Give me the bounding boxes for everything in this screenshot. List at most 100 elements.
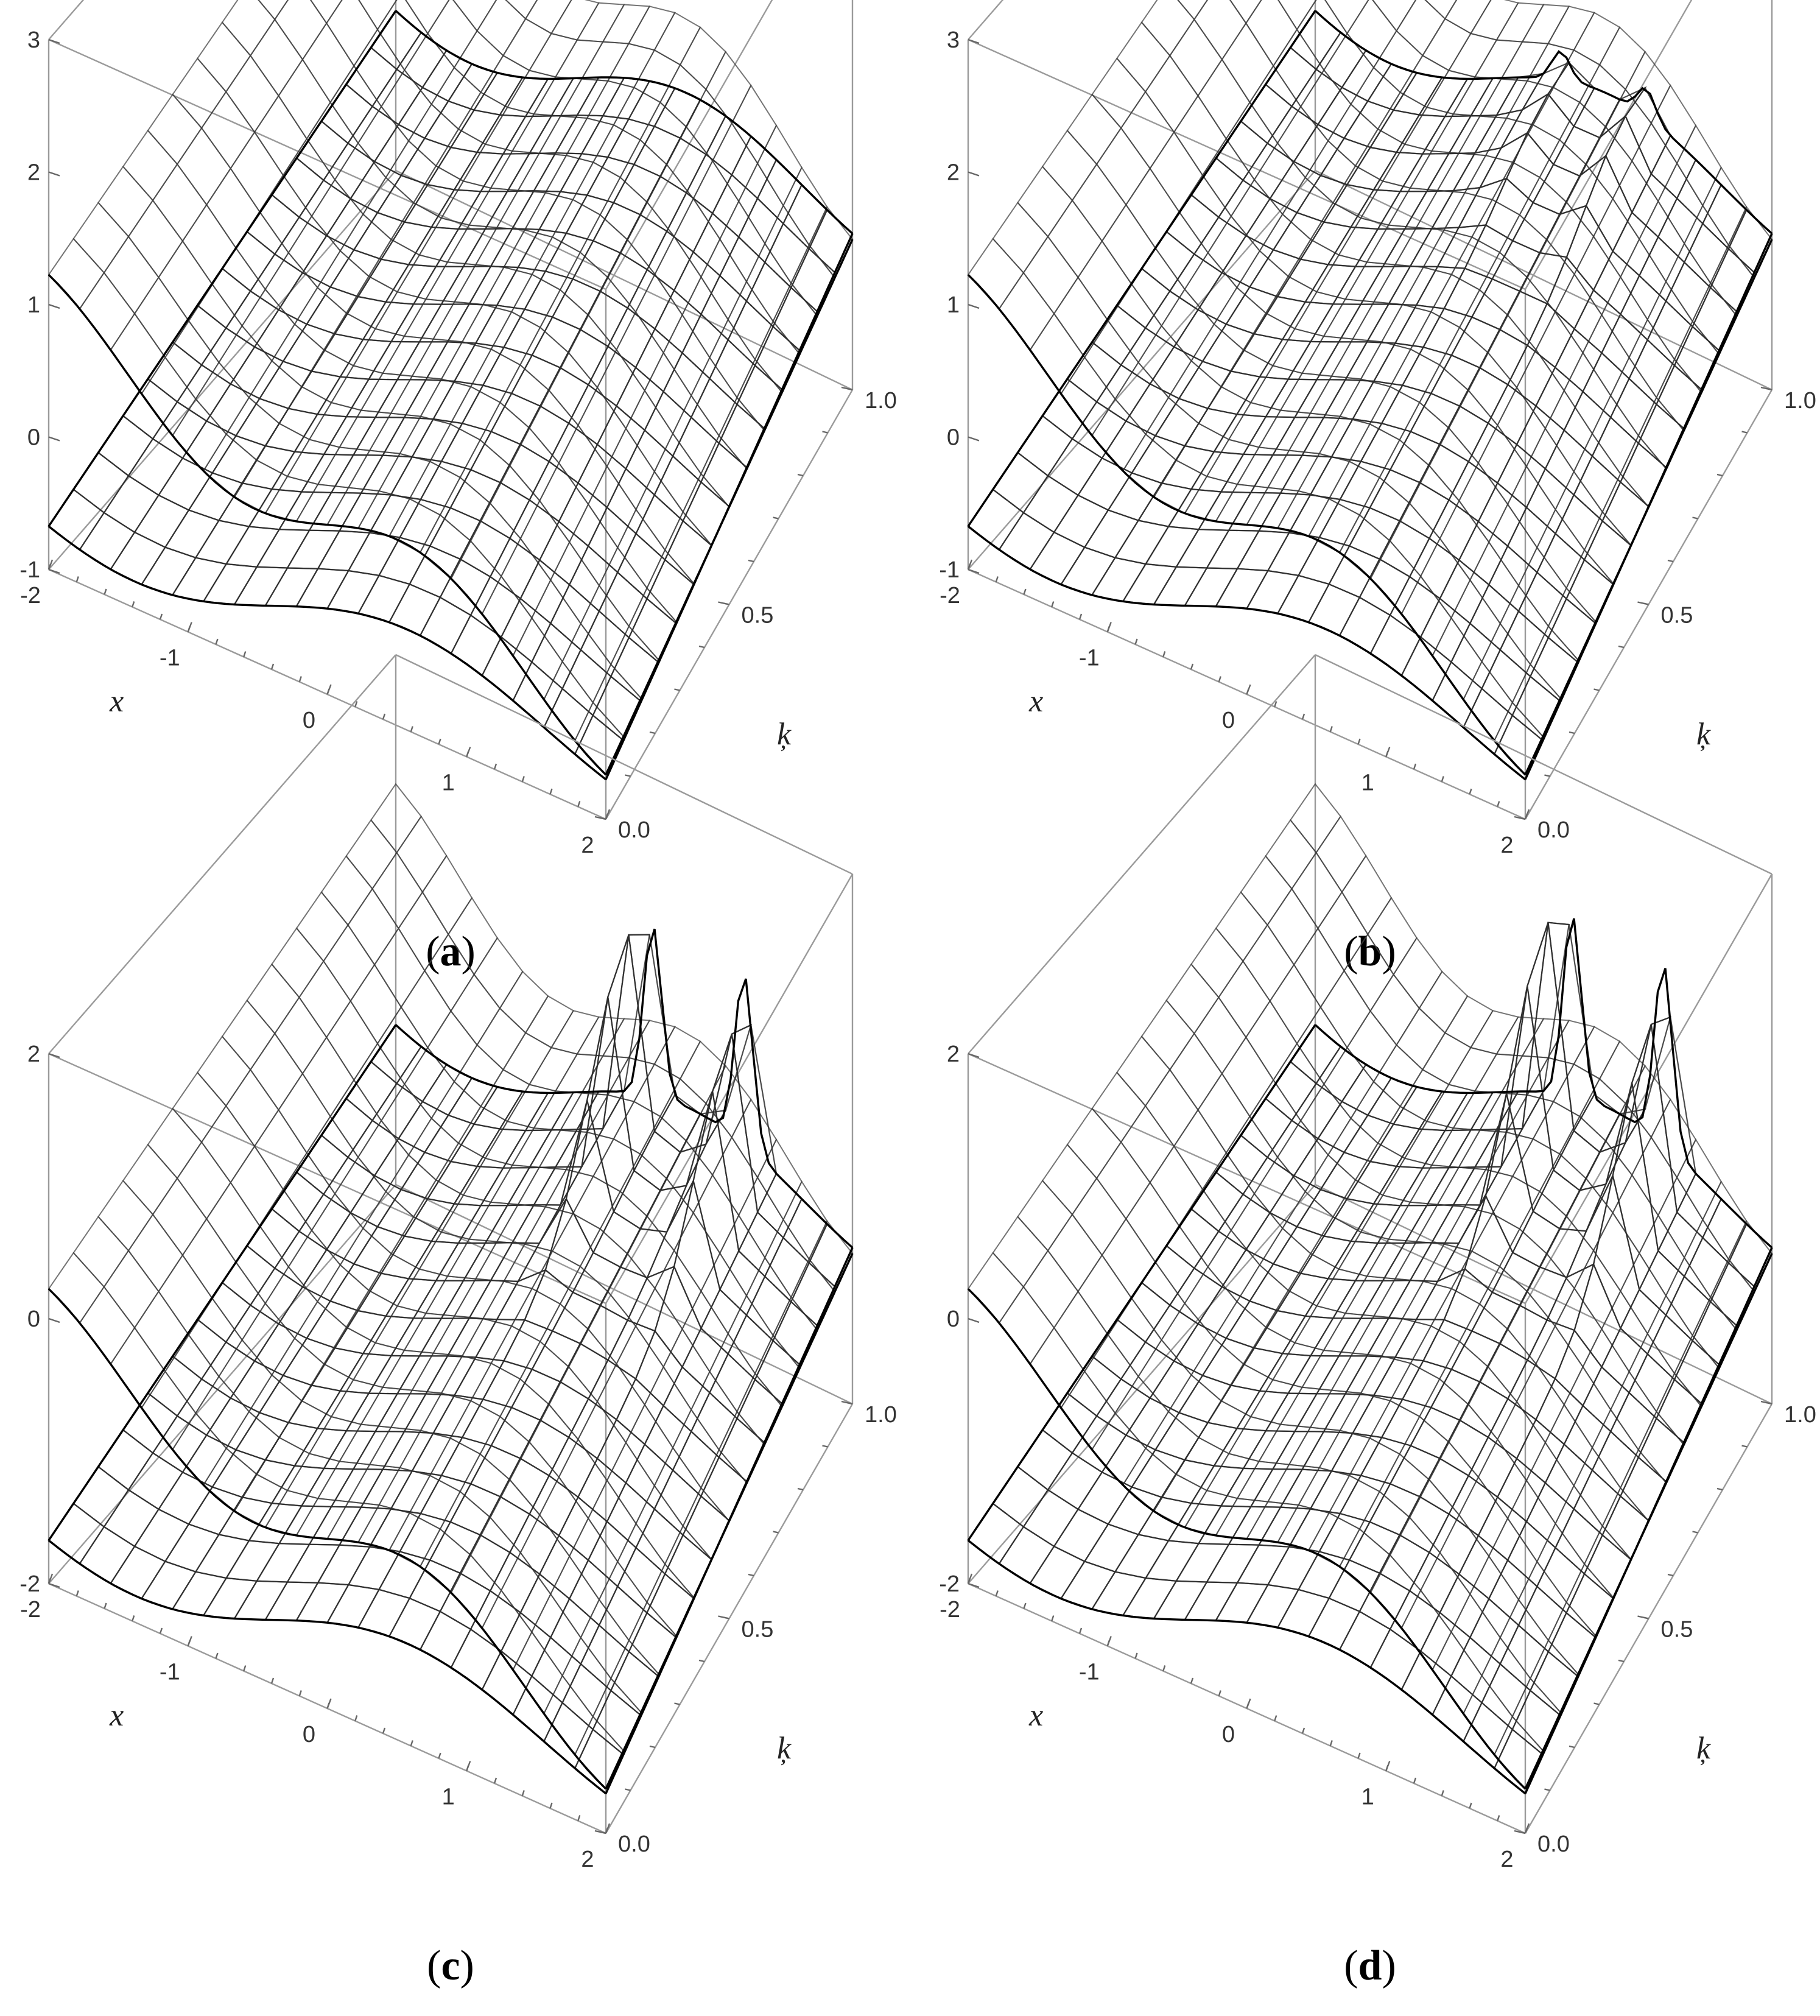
z-tick-label: 2 bbox=[947, 1041, 960, 1067]
surface-patch bbox=[790, 1261, 836, 1327]
y-minor-tick bbox=[846, 1401, 853, 1405]
surface-patch bbox=[1418, 76, 1469, 118]
surface-patch bbox=[1116, 267, 1171, 330]
surface-patch bbox=[1499, 1624, 1550, 1692]
surface-patch bbox=[1631, 172, 1678, 238]
x-minor-tick bbox=[104, 588, 107, 595]
surface-patch bbox=[1101, 420, 1157, 474]
x-minor-tick bbox=[549, 1802, 553, 1809]
underside-patch bbox=[152, 1177, 208, 1256]
z-axis: -2 0 2 bbox=[19, 1041, 60, 1597]
surface-patch bbox=[1207, 370, 1261, 415]
surface-patch bbox=[1153, 1580, 1208, 1621]
surface-patch bbox=[1408, 1551, 1460, 1614]
x-minor-tick bbox=[1106, 1640, 1110, 1646]
underside-patch bbox=[388, 498, 441, 554]
surface-patch bbox=[559, 1342, 609, 1400]
surface-patch bbox=[202, 1577, 258, 1619]
underside-patch bbox=[517, 1166, 567, 1208]
underside-patch bbox=[172, 1071, 227, 1143]
surface-patch bbox=[371, 68, 424, 126]
surface-patch bbox=[1071, 1415, 1127, 1473]
surface-patch bbox=[549, 1598, 600, 1665]
panel-caption: (c) bbox=[427, 1942, 474, 1989]
underside-patch bbox=[531, 1250, 581, 1305]
underside-patch bbox=[1316, 1268, 1368, 1314]
surface-patch bbox=[1358, 1572, 1411, 1630]
box-edge bbox=[968, 170, 1316, 570]
surface-patch bbox=[998, 1526, 1055, 1585]
surface-edge bbox=[605, 1253, 854, 1789]
underside-patch bbox=[250, 1032, 304, 1112]
underside-patch bbox=[1323, 298, 1376, 340]
underside-patch bbox=[1525, 427, 1575, 511]
surface-patch bbox=[181, 1434, 237, 1488]
surface-patch bbox=[1462, 1701, 1514, 1770]
underside-patch bbox=[1450, 579, 1501, 663]
underside-patch bbox=[306, 101, 359, 181]
surface-patch bbox=[429, 1521, 482, 1574]
surface-patch bbox=[1279, 1468, 1333, 1510]
underside-patch bbox=[1369, 973, 1421, 1046]
underside-patch bbox=[686, 88, 733, 163]
surface-patch bbox=[479, 1495, 531, 1554]
underside-patch bbox=[524, 1206, 574, 1252]
underside-patch bbox=[476, 0, 527, 57]
surface-patch bbox=[1267, 532, 1321, 577]
underside-patch bbox=[424, 1275, 477, 1317]
surface-patch bbox=[1554, 328, 1603, 393]
surface-patch bbox=[390, 1317, 443, 1357]
surface-patch bbox=[1478, 328, 1528, 386]
y-tick-label: 0.5 bbox=[1661, 1617, 1693, 1643]
underside-patch bbox=[1399, 401, 1450, 467]
x-minor-tick bbox=[1162, 651, 1166, 657]
surface-patch bbox=[479, 1167, 531, 1207]
surface-patch bbox=[1022, 474, 1080, 534]
underside-patch bbox=[457, 91, 508, 146]
underside-patch bbox=[531, 1593, 581, 1677]
x-minor-tick bbox=[1162, 1665, 1166, 1671]
surface-patch bbox=[579, 290, 629, 348]
underside-patch bbox=[200, 1104, 256, 1184]
surface-patch bbox=[346, 1119, 400, 1177]
y-axis: 0.0 0.5 1.0 ķ bbox=[594, 386, 897, 843]
underside-patch bbox=[127, 1213, 184, 1293]
x-minor-tick bbox=[577, 801, 581, 807]
underside-patch bbox=[1154, 1224, 1209, 1305]
surface-patch bbox=[1328, 545, 1381, 599]
underside-patch bbox=[1071, 163, 1127, 242]
surface-patch bbox=[548, 1436, 599, 1498]
x-minor-tick bbox=[159, 613, 163, 620]
surface-patch bbox=[664, 1534, 712, 1600]
underside-patch bbox=[274, 996, 328, 1075]
surface-patch bbox=[233, 1580, 289, 1621]
underside-patch bbox=[298, 960, 351, 1038]
surface-patch bbox=[396, 1355, 449, 1395]
y-tick-label: 0.0 bbox=[1537, 817, 1570, 843]
z-tick bbox=[48, 1582, 60, 1588]
underside-patch bbox=[1206, 439, 1260, 485]
surface-patch bbox=[72, 1465, 130, 1528]
z-axis: -1 0 1 2 3 bbox=[19, 27, 60, 583]
underside-patch bbox=[1583, 510, 1632, 585]
underside-patch bbox=[569, 502, 619, 587]
underside-patch bbox=[439, 476, 491, 542]
y-minor-tick bbox=[1569, 731, 1575, 735]
y-tick-label: 0.5 bbox=[742, 1617, 774, 1643]
y-minor-tick bbox=[1741, 431, 1748, 434]
underside-patch bbox=[1469, 0, 1519, 41]
underside-patch bbox=[499, 970, 549, 1034]
underside-patch bbox=[1060, 356, 1116, 437]
surface-patch bbox=[1206, 1543, 1260, 1584]
surface-patch bbox=[548, 422, 599, 484]
underside-patch bbox=[1197, 58, 1251, 140]
underside-patch bbox=[412, 165, 465, 219]
surface-patch bbox=[602, 77, 651, 120]
underside-patch bbox=[230, 1145, 284, 1227]
x-minor-tick bbox=[1190, 663, 1194, 670]
surface-patch bbox=[1290, 1082, 1343, 1140]
x-minor-tick bbox=[410, 726, 413, 732]
underside-patch bbox=[453, 1044, 504, 1108]
surface-patch bbox=[462, 1242, 514, 1281]
caption-open: ( bbox=[426, 928, 440, 975]
